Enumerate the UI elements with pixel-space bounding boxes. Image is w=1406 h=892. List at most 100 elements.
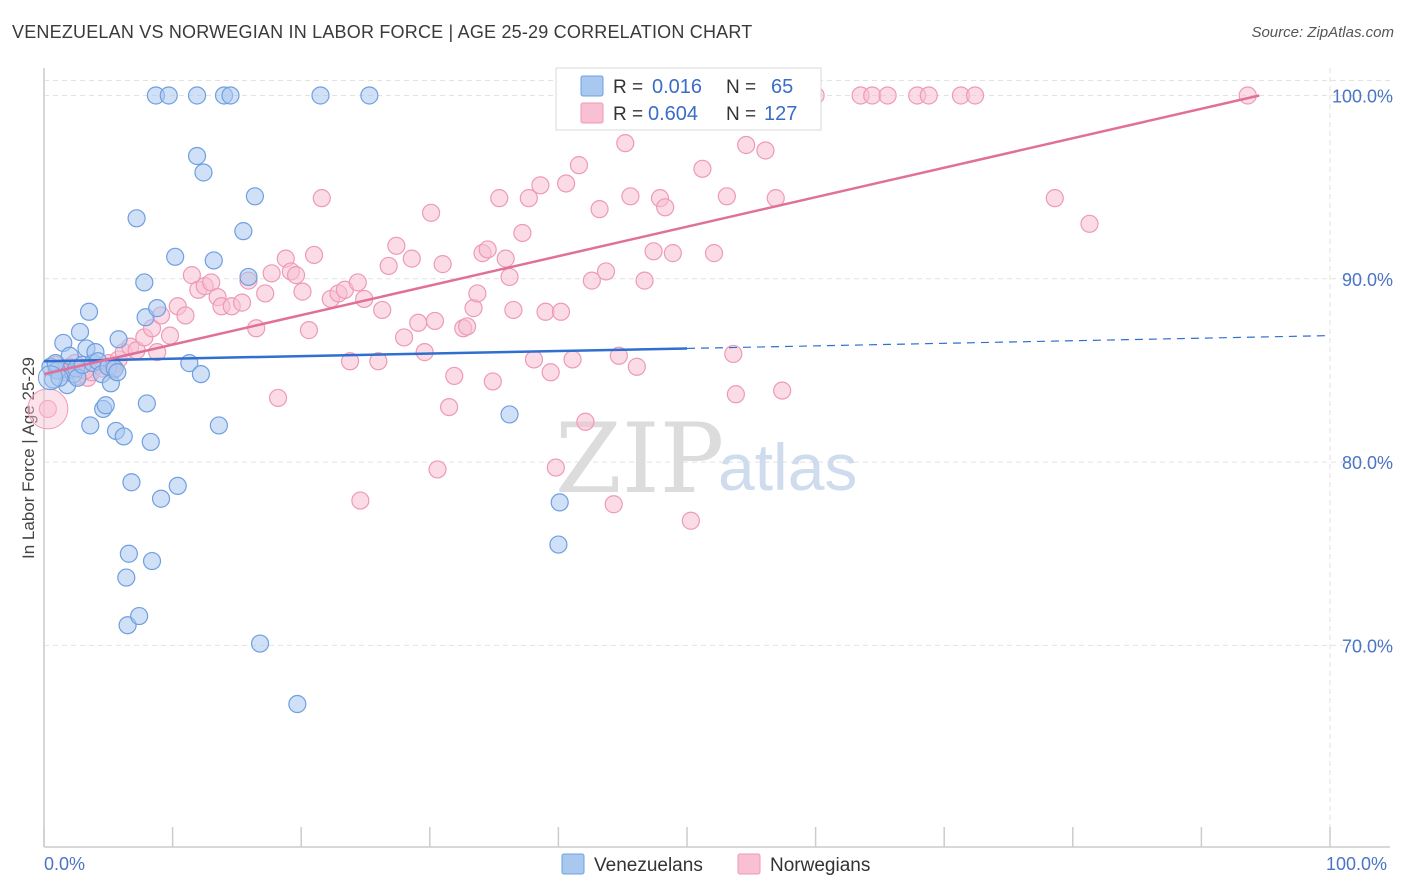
norwegian-point	[663, 244, 682, 263]
stats-n-value-norwegians: 127	[764, 103, 797, 125]
venezuelan-point	[137, 394, 156, 413]
venezuelan-point	[70, 322, 90, 342]
stats-n-value-venezuelans: 65	[771, 76, 793, 98]
norwegian-point	[627, 357, 646, 376]
venezuelan-point	[119, 544, 138, 563]
y-tick-labels: 70.0% 80.0% 90.0% 100.0%	[1332, 86, 1393, 656]
y-tick-label: 70.0%	[1342, 636, 1393, 656]
norwegian-point	[268, 388, 288, 408]
legend-label-norwegians[interactable]: Norwegians	[770, 855, 870, 876]
norwegian-point	[299, 321, 319, 340]
stats-r-value-norwegians: 0.604	[648, 103, 698, 125]
stats-r-label-norwegians: R =	[613, 104, 643, 125]
norwegian-point	[724, 344, 743, 364]
norwegian-point	[569, 156, 589, 175]
norwegian-point	[490, 189, 509, 208]
venezuelan-point	[221, 86, 240, 105]
watermark-atlas: atlas	[718, 430, 857, 504]
norwegian-point	[478, 240, 497, 259]
norwegian-point	[557, 174, 576, 193]
venezuelan-point	[234, 222, 253, 241]
venezuelan-point	[135, 273, 154, 292]
x-tick-label-min: 0.0%	[44, 854, 85, 874]
venezuelan-point	[159, 86, 178, 105]
norwegian-point	[1080, 214, 1099, 233]
norwegian-point	[293, 282, 312, 301]
norwegian-point	[387, 236, 406, 255]
venezuelan-point	[239, 267, 258, 287]
norwegian-point	[878, 86, 897, 105]
stats-swatch-norwegians	[580, 102, 604, 124]
stats-n-label-norwegians: N =	[726, 104, 756, 125]
venezuelan-point	[187, 146, 207, 166]
norwegian-point	[531, 176, 550, 195]
norwegian-point	[286, 266, 306, 285]
stats-n-label-venezuelans: N =	[726, 77, 756, 98]
norwegian-point	[256, 284, 275, 303]
venezuelan-point	[96, 396, 115, 415]
norwegian-point	[483, 372, 502, 391]
venezuelan-point	[141, 432, 160, 452]
legend-label-venezuelans[interactable]: Venezuelans	[594, 855, 703, 876]
norwegian-point	[340, 352, 360, 371]
norwegian-point	[38, 399, 57, 419]
y-axis-title: In Labor Force | Age 25-29	[19, 357, 38, 559]
norwegian-point	[433, 255, 452, 274]
norwegian-point	[551, 302, 571, 321]
venezuelan-point	[550, 493, 569, 512]
norwegian-point	[536, 302, 555, 321]
norwegian-point	[457, 317, 477, 336]
norwegian-point	[415, 343, 434, 362]
norwegian-point	[693, 159, 712, 178]
stats-r-label-venezuelans: R =	[613, 77, 643, 98]
norwegian-point	[756, 141, 775, 160]
norwegian-point	[616, 134, 635, 153]
norwegian-point	[160, 326, 180, 345]
venezuelan-point	[500, 405, 519, 424]
venezuelan-point	[187, 86, 207, 105]
norwegian-point	[563, 350, 582, 369]
venezuelan-point	[117, 568, 136, 587]
bottom-legend: Venezuelans Norwegians	[561, 853, 870, 876]
norwegian-point	[402, 249, 421, 268]
norwegian-point	[737, 135, 756, 155]
venezuelans-trend-line	[43, 347, 688, 363]
venezuelan-point	[130, 606, 149, 626]
watermark: ZIP atlas	[555, 403, 857, 515]
norwegian-point	[394, 328, 414, 347]
norwegian-point	[582, 271, 601, 290]
norwegian-point	[773, 381, 792, 400]
norwegian-point	[496, 249, 515, 268]
norwegian-point	[590, 200, 609, 219]
norwegian-point	[348, 273, 367, 292]
venezuelan-point	[166, 247, 185, 266]
venezuelan-point	[360, 86, 379, 105]
norwegian-point	[176, 306, 195, 325]
norwegian-point	[704, 244, 724, 263]
norwegian-point	[369, 352, 388, 371]
x-tick-label-max: 100.0%	[1326, 854, 1387, 874]
norwegian-point	[604, 495, 623, 514]
venezuelan-point	[288, 694, 307, 714]
venezuelan-point	[250, 634, 270, 653]
venezuelan-point	[114, 427, 133, 446]
venezuelan-point	[168, 476, 187, 496]
norwegian-point	[373, 300, 392, 320]
norwegian-point	[1045, 189, 1064, 208]
venezuelan-point	[194, 163, 213, 182]
norwegian-point	[500, 267, 519, 287]
legend-swatch-venezuelans[interactable]	[561, 853, 585, 875]
venezuelan-point	[108, 363, 127, 382]
norwegian-point	[409, 313, 428, 332]
norwegian-point	[546, 458, 565, 477]
norwegian-point	[232, 293, 252, 312]
norwegian-point	[439, 397, 459, 417]
venezuelan-point	[122, 473, 141, 492]
stats-r-value-venezuelans: 0.016	[652, 76, 702, 98]
venezuelans-trend-extension	[686, 335, 1331, 350]
legend-swatch-norwegians[interactable]	[737, 853, 761, 875]
venezuelan-point	[142, 551, 162, 571]
norwegian-point	[644, 242, 663, 261]
norwegian-point	[621, 187, 640, 206]
